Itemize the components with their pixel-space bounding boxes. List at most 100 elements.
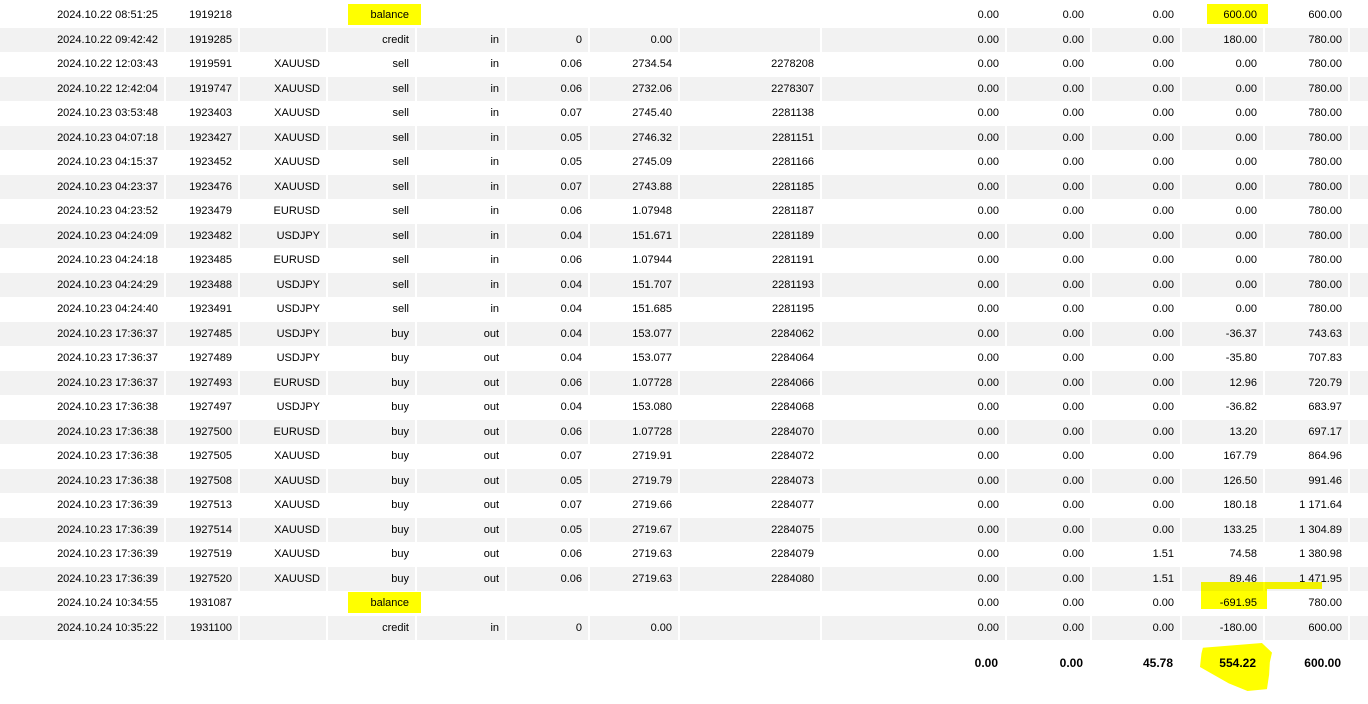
cell-symbol: XAUUSD [240,175,328,199]
table-row[interactable]: 2024.10.23 17:36:39 1927514 XAUUSD buy out 0.… [0,518,1368,542]
cell-symbol: XAUUSD [240,493,328,518]
cell-commission: 0.00 [822,395,1007,420]
cell-price: 151.707 [590,273,680,297]
cell-volume: 0.07 [507,101,590,126]
cell-type: buy [328,322,417,346]
table-row[interactable]: 2024.10.23 17:36:38 1927500 EURUSD buy out 0.… [0,420,1368,444]
cell-fee: 0.00 [1007,493,1092,518]
table-row[interactable]: 2024.10.24 10:35:22 1931100 credit in 0 0.00 0… [0,616,1368,640]
cell-type: buy [328,518,417,542]
table-row[interactable]: 2024.10.23 17:36:37 1927489 USDJPY buy out 0.… [0,346,1368,371]
cell-order: 1931087 [166,591,240,616]
cell-order: 1927489 [166,346,240,371]
cell-time: 2024.10.23 04:23:52 [0,199,166,224]
cell-order: 1927505 [166,444,240,469]
cell-commission: 0.00 [822,224,1007,248]
table-row[interactable]: 2024.10.23 04:24:18 1923485 EURUSD sell in 0.… [0,248,1368,273]
cell-type: sell [328,297,417,322]
cell-profit: -180.00 [1182,616,1265,640]
cell-fee: 0.00 [1007,518,1092,542]
cell-price [590,591,680,616]
cell-filler [1350,77,1368,101]
cell-direction: out [417,469,507,493]
cell-filler [1350,52,1368,77]
table-row[interactable]: 2024.10.23 04:23:37 1923476 XAUUSD sell in 0.… [0,175,1368,199]
cell-direction: out [417,371,507,395]
cell-volume: 0.04 [507,395,590,420]
cell-type: sell [328,101,417,126]
cell-volume: 0.06 [507,248,590,273]
cell-time: 2024.10.23 04:07:18 [0,126,166,150]
cell-fee: 0.00 [1007,126,1092,150]
table-row[interactable]: 2024.10.23 17:36:38 1927508 XAUUSD buy out 0.… [0,469,1368,493]
cell-swap: 0.00 [1092,395,1182,420]
cell-volume: 0.06 [507,77,590,101]
cell-balance: 780.00 [1265,52,1350,77]
table-row[interactable]: 2024.10.23 17:36:37 1927493 EURUSD buy out 0.… [0,371,1368,395]
cell-fee: 0.00 [1007,77,1092,101]
totals-row: 0.00 0.00 45.78 554.22 600.00 [0,648,1368,678]
cell-symbol: EURUSD [240,199,328,224]
cell-commission: 0.00 [822,444,1007,469]
cell-price: 2734.54 [590,52,680,77]
cell-swap: 0.00 [1092,101,1182,126]
cell-commission: 0.00 [822,616,1007,640]
table-row[interactable]: 2024.10.22 08:51:25 1919218 balance 0.00 0.0… [0,3,1368,28]
total-order [166,648,240,678]
cell-filler [1350,591,1368,616]
total-swap: 45.78 [1092,648,1182,678]
table-row[interactable]: 2024.10.23 17:36:38 1927505 XAUUSD buy out 0.… [0,444,1368,469]
table-row[interactable]: 2024.10.24 10:34:55 1931087 balance 0.00 0.0… [0,591,1368,616]
table-row[interactable]: 2024.10.23 17:36:38 1927497 USDJPY buy out 0.… [0,395,1368,420]
cell-direction: out [417,567,507,591]
cell-volume: 0.06 [507,542,590,567]
table-row[interactable]: 2024.10.23 03:53:48 1923403 XAUUSD sell in 0.… [0,101,1368,126]
table-row[interactable]: 2024.10.22 12:03:43 1919591 XAUUSD sell in 0.… [0,52,1368,77]
cell-filler [1350,371,1368,395]
cell-price: 2745.40 [590,101,680,126]
cell-type: credit [328,28,417,52]
table-row[interactable]: 2024.10.23 04:24:29 1923488 USDJPY sell in 0.… [0,273,1368,297]
table-row[interactable]: 2024.10.23 17:36:39 1927520 XAUUSD buy out 0.… [0,567,1368,591]
cell-order: 1931100 [166,616,240,640]
cell-price: 2719.79 [590,469,680,493]
cell-type: balance [328,3,417,28]
table-row[interactable]: 2024.10.23 04:24:40 1923491 USDJPY sell in 0.… [0,297,1368,322]
cell-time: 2024.10.23 17:36:38 [0,420,166,444]
cell-position [680,28,822,52]
cell-commission: 0.00 [822,542,1007,567]
cell-direction: in [417,77,507,101]
cell-type: balance [328,591,417,616]
table-row[interactable]: 2024.10.23 04:23:52 1923479 EURUSD sell in 0.… [0,199,1368,224]
cell-order: 1923427 [166,126,240,150]
table-row[interactable]: 2024.10.23 17:36:39 1927519 XAUUSD buy out 0.… [0,542,1368,567]
cell-order: 1923491 [166,297,240,322]
cell-profit: 0.00 [1182,150,1265,175]
cell-direction: in [417,248,507,273]
table-row[interactable]: 2024.10.23 04:15:37 1923452 XAUUSD sell in 0.… [0,150,1368,175]
table-row[interactable]: 2024.10.22 12:42:04 1919747 XAUUSD sell in 0.… [0,77,1368,101]
cell-profit: 89.46 [1182,567,1265,591]
cell-filler [1350,420,1368,444]
cell-balance: 991.46 [1265,469,1350,493]
cell-position: 2281187 [680,199,822,224]
cell-position: 2278307 [680,77,822,101]
cell-swap: 0.00 [1092,77,1182,101]
total-commission: 0.00 [822,648,1007,678]
cell-price: 1.07728 [590,371,680,395]
cell-volume: 0.04 [507,322,590,346]
cell-order: 1919285 [166,28,240,52]
cell-position: 2281191 [680,248,822,273]
table-row[interactable]: 2024.10.22 09:42:42 1919285 credit in 0 0.00 0… [0,28,1368,52]
table-row[interactable]: 2024.10.23 17:36:39 1927513 XAUUSD buy out 0.… [0,493,1368,518]
cell-direction: in [417,297,507,322]
table-row[interactable]: 2024.10.23 04:07:18 1923427 XAUUSD sell in 0.… [0,126,1368,150]
cell-price: 2719.66 [590,493,680,518]
table-row[interactable]: 2024.10.23 04:24:09 1923482 USDJPY sell in 0.… [0,224,1368,248]
cell-profit: 0.00 [1182,199,1265,224]
cell-commission: 0.00 [822,346,1007,371]
table-row[interactable]: 2024.10.23 17:36:37 1927485 USDJPY buy out 0.… [0,322,1368,346]
cell-price: 1.07944 [590,248,680,273]
cell-profit: 600.00 [1182,3,1265,28]
cell-balance: 780.00 [1265,101,1350,126]
